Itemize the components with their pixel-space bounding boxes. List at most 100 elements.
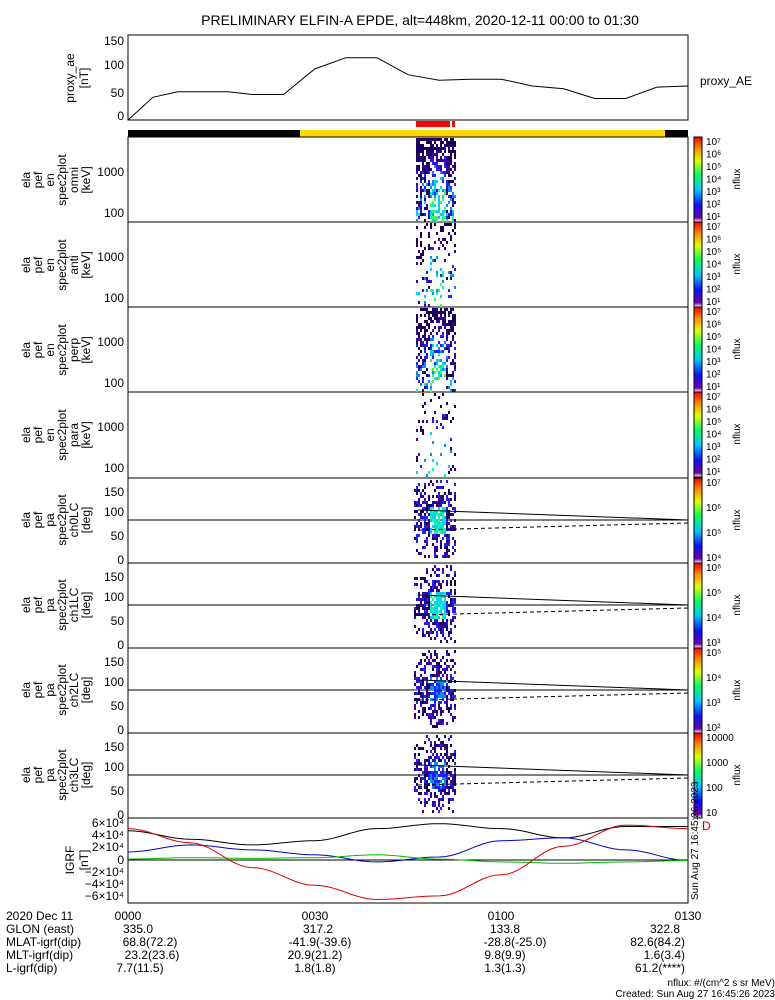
spectrogram-cell: [430, 771, 432, 774]
spectrogram-cell: [438, 774, 440, 777]
spectrogram-cell: [436, 735, 438, 738]
spectrogram-cell: [428, 625, 430, 628]
spectrogram-cell: [428, 683, 430, 686]
spectrogram-cell: [414, 613, 416, 616]
spectrogram-cell: [414, 610, 416, 613]
spectrogram-cell: [418, 153, 420, 156]
spectrogram-cell: [454, 601, 456, 604]
spectrogram-cell: [440, 722, 442, 725]
spectrogram-cell: [420, 177, 422, 180]
colorbar-label: nflux: [732, 594, 743, 615]
spectrogram-cell: [416, 537, 418, 540]
status-bar-black-right: [665, 130, 688, 137]
spectrogram-cell: [424, 359, 426, 362]
spectrogram-cell: [454, 232, 456, 235]
spectrogram-cell: [450, 180, 452, 183]
spectrogram-cell: [422, 616, 424, 619]
colorbar-tick-label: 10⁴: [706, 430, 721, 441]
spectrogram-cell: [424, 710, 426, 713]
spectrogram-cell: [444, 622, 446, 625]
spectrogram-cell: [452, 552, 454, 555]
spectrogram-cell: [426, 141, 428, 144]
spectrogram-cell: [444, 501, 446, 504]
spectrogram-cell: [416, 156, 418, 159]
spectrogram-cell: [416, 150, 418, 153]
ephem-value: 335.0: [123, 922, 153, 936]
spectrogram-cell: [442, 771, 444, 774]
spectrogram-cell: [442, 368, 444, 371]
spectrogram-cell: [424, 247, 426, 250]
spectrogram-cell: [416, 680, 418, 683]
spectrogram-cell: [450, 213, 452, 216]
spectrogram-cell: [420, 583, 422, 586]
spectrogram-cell: [452, 616, 454, 619]
spectrogram-cell: [436, 674, 438, 677]
spectrogram-cell: [432, 420, 434, 423]
spectrogram-cell: [446, 374, 448, 377]
spectrogram-cell: [414, 501, 416, 504]
spectrogram-cell: [436, 289, 438, 292]
spectrogram-cell: [420, 174, 422, 177]
spectrogram-cell: [444, 735, 446, 738]
spectrogram-cell: [440, 586, 442, 589]
spectrogram-cell: [434, 183, 436, 186]
ylabel-line: omni: [67, 167, 81, 193]
spectrogram-cell: [446, 189, 448, 192]
spectrogram-cell: [420, 659, 422, 662]
spectrogram-cell: [440, 798, 442, 801]
spectrogram-cell: [434, 210, 436, 213]
spectrogram-cell: [444, 780, 446, 783]
spectrogram-cell: [436, 519, 438, 522]
spectrogram-cell: [424, 195, 426, 198]
spectrogram-cell: [420, 244, 422, 247]
spectrogram-cell: [418, 353, 420, 356]
spectrogram-cell: [434, 768, 436, 771]
spectrogram-cell: [420, 323, 422, 326]
spectrogram-cell: [446, 762, 448, 765]
spectrogram-cell: [434, 198, 436, 201]
spectrogram-cell: [424, 347, 426, 350]
spectrogram-cell: [426, 619, 428, 622]
spectrogram-cell: [434, 765, 436, 768]
ylabel-line: ela: [19, 172, 33, 188]
spectrogram-cell: [434, 725, 436, 728]
spec-panel-omni: ela pef en spec2plot omni [keV] 100 1000: [19, 136, 689, 223]
spectrogram-cell: [418, 677, 420, 680]
spectrogram-cell: [438, 595, 440, 598]
spectrogram-cell: [440, 177, 442, 180]
spectrogram-cell: [440, 141, 442, 144]
spectrogram-cell: [416, 262, 418, 265]
spectrogram-cell: [450, 162, 452, 165]
spectrogram-cell: [440, 747, 442, 750]
spectrogram-cell: [414, 789, 416, 792]
spectrogram-cell: [452, 216, 454, 219]
spectrogram-cell: [434, 616, 436, 619]
colorbar-tick-label: 10⁷: [706, 392, 721, 403]
spectrogram-cell: [430, 592, 432, 595]
spectrogram-cell: [414, 504, 416, 507]
spectrogram-cell: [422, 171, 424, 174]
spectrogram-panels: ela pef en spec2plot omni [keV] 100 1000…: [19, 136, 689, 822]
spectrogram-cell: [422, 277, 424, 280]
spectrogram-cell: [430, 510, 432, 513]
spectrogram-cell: [432, 441, 434, 444]
spectrogram-cell: [440, 622, 442, 625]
spectrogram-cell: [438, 150, 440, 153]
spectrogram-cell: [454, 286, 456, 289]
spectrogram-cell: [424, 159, 426, 162]
ytick-label: 100: [104, 760, 124, 774]
spectrogram-cell: [446, 480, 448, 483]
ephem-value: 61.2(****): [635, 961, 685, 975]
spectrogram-cell: [452, 719, 454, 722]
spectrogram-cell: [450, 150, 452, 153]
ytick-label: 1000: [97, 165, 124, 179]
ylabel-line: [deg]: [79, 507, 93, 534]
spectrogram-cell: [440, 156, 442, 159]
spectrogram-cell: [436, 156, 438, 159]
spectrogram-cell: [428, 483, 430, 486]
spectrogram-cell: [446, 780, 448, 783]
spectrogram-cell: [420, 314, 422, 317]
spectrogram-cell: [430, 528, 432, 531]
spectrogram-cell: [440, 525, 442, 528]
spectrogram-cell: [426, 571, 428, 574]
